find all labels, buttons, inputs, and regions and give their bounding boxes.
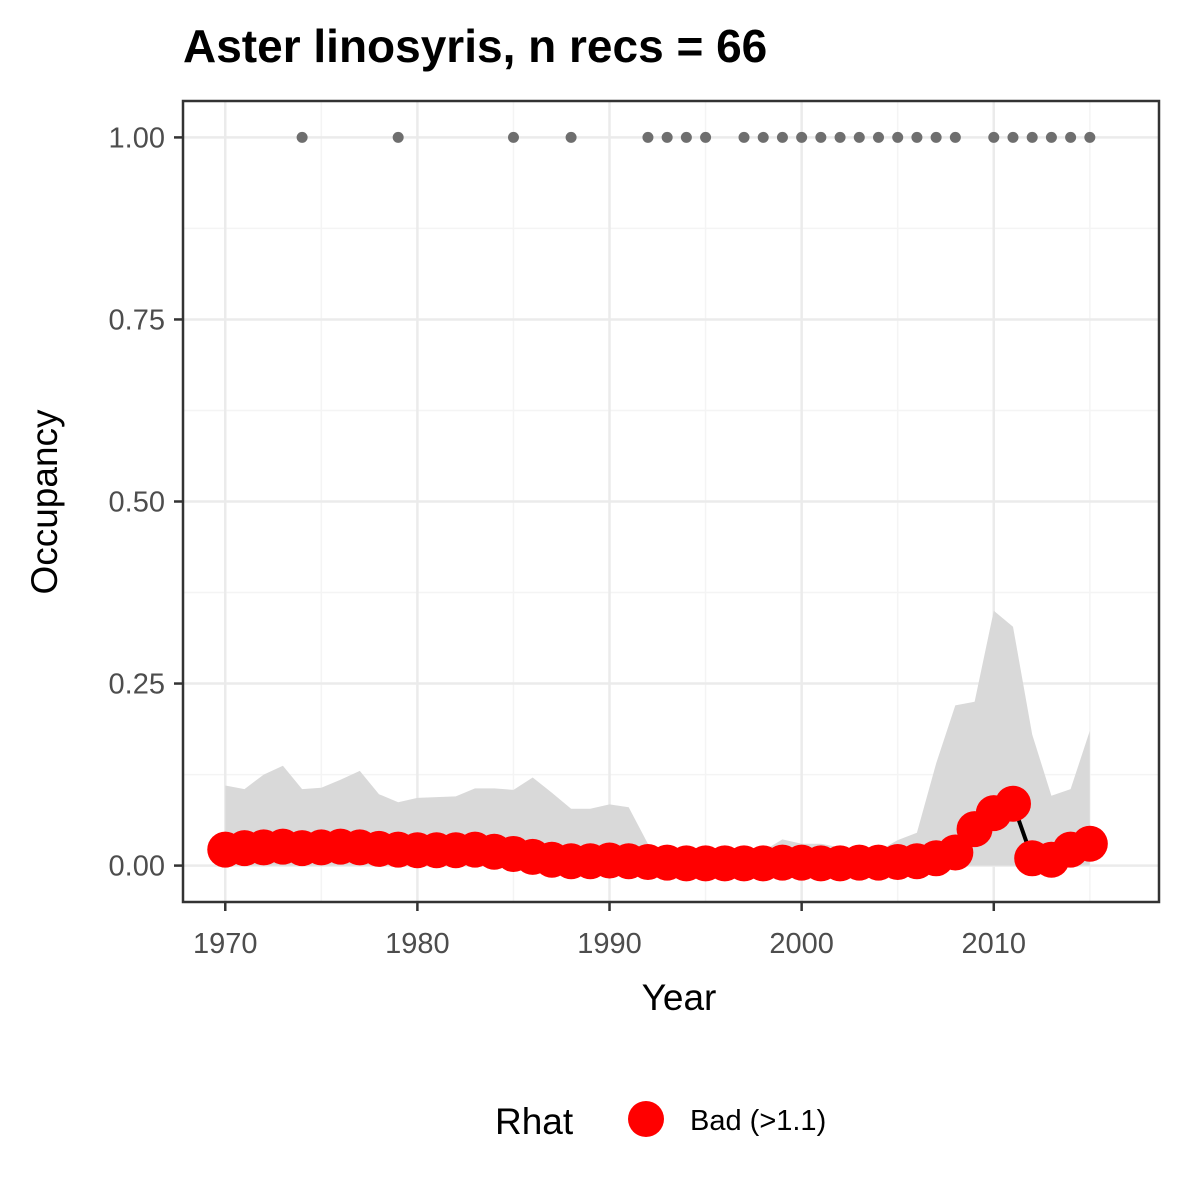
legend: Rhat Bad (>1.1) (495, 1101, 826, 1142)
record-point (642, 131, 654, 143)
record-point (776, 131, 788, 143)
x-axis-title: Year (642, 977, 717, 1018)
legend-title: Rhat (495, 1101, 574, 1142)
record-point (930, 131, 942, 143)
record-point (872, 131, 884, 143)
record-point (1026, 131, 1038, 143)
record-point (1007, 131, 1019, 143)
record-point (796, 131, 808, 143)
record-point (680, 131, 692, 143)
record-point (392, 131, 404, 143)
record-point (949, 131, 961, 143)
y-tick-label: 0.50 (109, 487, 165, 519)
record-point (507, 131, 519, 143)
record-point (1045, 131, 1057, 143)
record-point (661, 131, 673, 143)
record-point (738, 131, 750, 143)
occupancy-point (1071, 825, 1108, 862)
record-point (911, 131, 923, 143)
record-point (565, 131, 577, 143)
record-point (988, 131, 1000, 143)
record-point (892, 131, 904, 143)
x-tick-label: 1980 (385, 928, 450, 960)
record-point (1084, 131, 1096, 143)
x-axis: 1970 1980 1990 2000 2010 (193, 902, 1026, 960)
y-axis-title: Occupancy (24, 409, 65, 595)
plot-panel (181, 99, 1161, 904)
record-point (296, 131, 308, 143)
x-tick-label: 2010 (962, 928, 1027, 960)
record-point (853, 131, 865, 143)
x-tick-label: 2000 (769, 928, 834, 960)
record-point (815, 131, 827, 143)
y-tick-label: 0.00 (109, 851, 165, 883)
x-tick-label: 1990 (577, 928, 642, 960)
y-axis: 0.00 0.25 0.50 0.75 1.00 (109, 122, 183, 883)
legend-key-bad (628, 1101, 664, 1137)
x-tick-label: 1970 (193, 928, 258, 960)
record-point (700, 131, 712, 143)
y-tick-label: 1.00 (109, 122, 165, 154)
occupancy-point (994, 785, 1031, 822)
legend-label-bad: Bad (>1.1) (690, 1105, 826, 1137)
y-tick-label: 0.25 (109, 669, 165, 701)
y-tick-label: 0.75 (109, 304, 165, 336)
record-point (757, 131, 769, 143)
record-point (834, 131, 846, 143)
record-point (1065, 131, 1077, 143)
confidence-ribbon (225, 610, 1090, 866)
chart-title: Aster linosyris, n recs = 66 (183, 20, 767, 72)
